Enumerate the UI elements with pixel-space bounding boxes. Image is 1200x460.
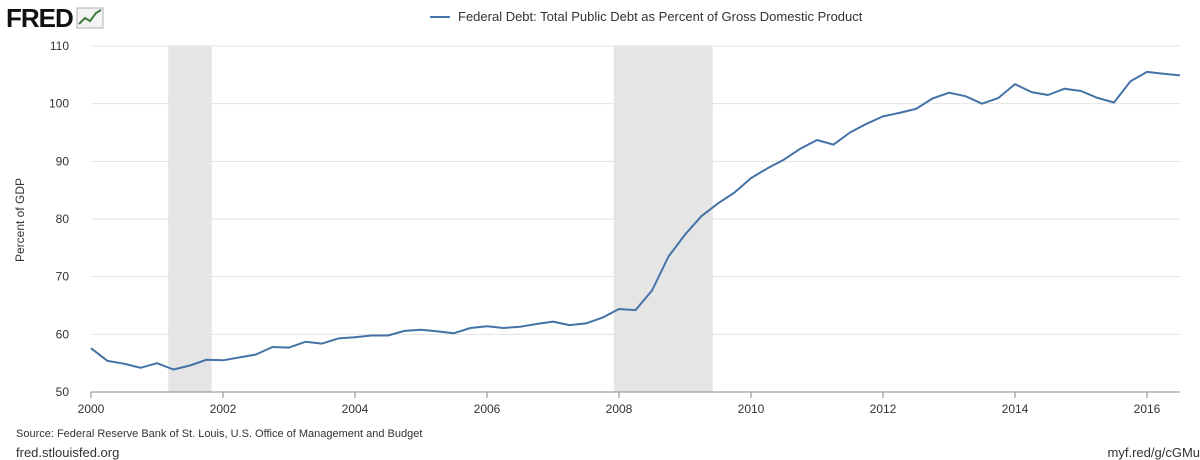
x-tick-label: 2008 — [606, 402, 633, 416]
y-tick-label: 60 — [56, 327, 70, 341]
chart-legend: Federal Debt: Total Public Debt as Perce… — [430, 9, 862, 24]
x-tick-label: 2016 — [1134, 402, 1161, 416]
x-tick-label: 2006 — [474, 402, 501, 416]
series-line-1 — [90, 70, 1181, 371]
x-tick-label: 2002 — [210, 402, 237, 416]
x-tick-label: 2014 — [1002, 402, 1029, 416]
y-tick-label: 100 — [49, 97, 69, 111]
axes: 50 60 70 80 90 100 110 2000 2002 2004 2006 2008 2010… — [49, 39, 1180, 416]
footer-short-link[interactable]: myf.red/g/cGMu — [1107, 445, 1200, 460]
footer-site-link[interactable]: fred.stlouisfed.org — [16, 445, 120, 460]
x-tick-label: 2004 — [342, 402, 369, 416]
grid-lines — [91, 45, 1180, 335]
fred-logo-text: FRED — [6, 3, 74, 33]
series-layer — [90, 70, 1181, 371]
y-axis-label: Percent of GDP — [13, 178, 27, 262]
line-chart-icon — [76, 7, 104, 29]
y-tick-label: 80 — [56, 212, 70, 226]
y-tick-label: 90 — [56, 154, 70, 168]
y-tick-label: 110 — [50, 39, 69, 53]
legend-label: Federal Debt: Total Public Debt as Perce… — [458, 9, 863, 24]
fred-logo[interactable]: FRED — [6, 4, 104, 32]
source-note: Source: Federal Reserve Bank of St. Loui… — [16, 428, 423, 440]
x-tick-label: 2010 — [738, 402, 765, 416]
y-tick-label: 50 — [56, 385, 70, 399]
legend-swatch — [430, 15, 450, 18]
x-tick-label: 2012 — [870, 402, 897, 416]
x-tick-label: 2000 — [78, 402, 105, 416]
y-tick-label: 70 — [56, 270, 70, 284]
